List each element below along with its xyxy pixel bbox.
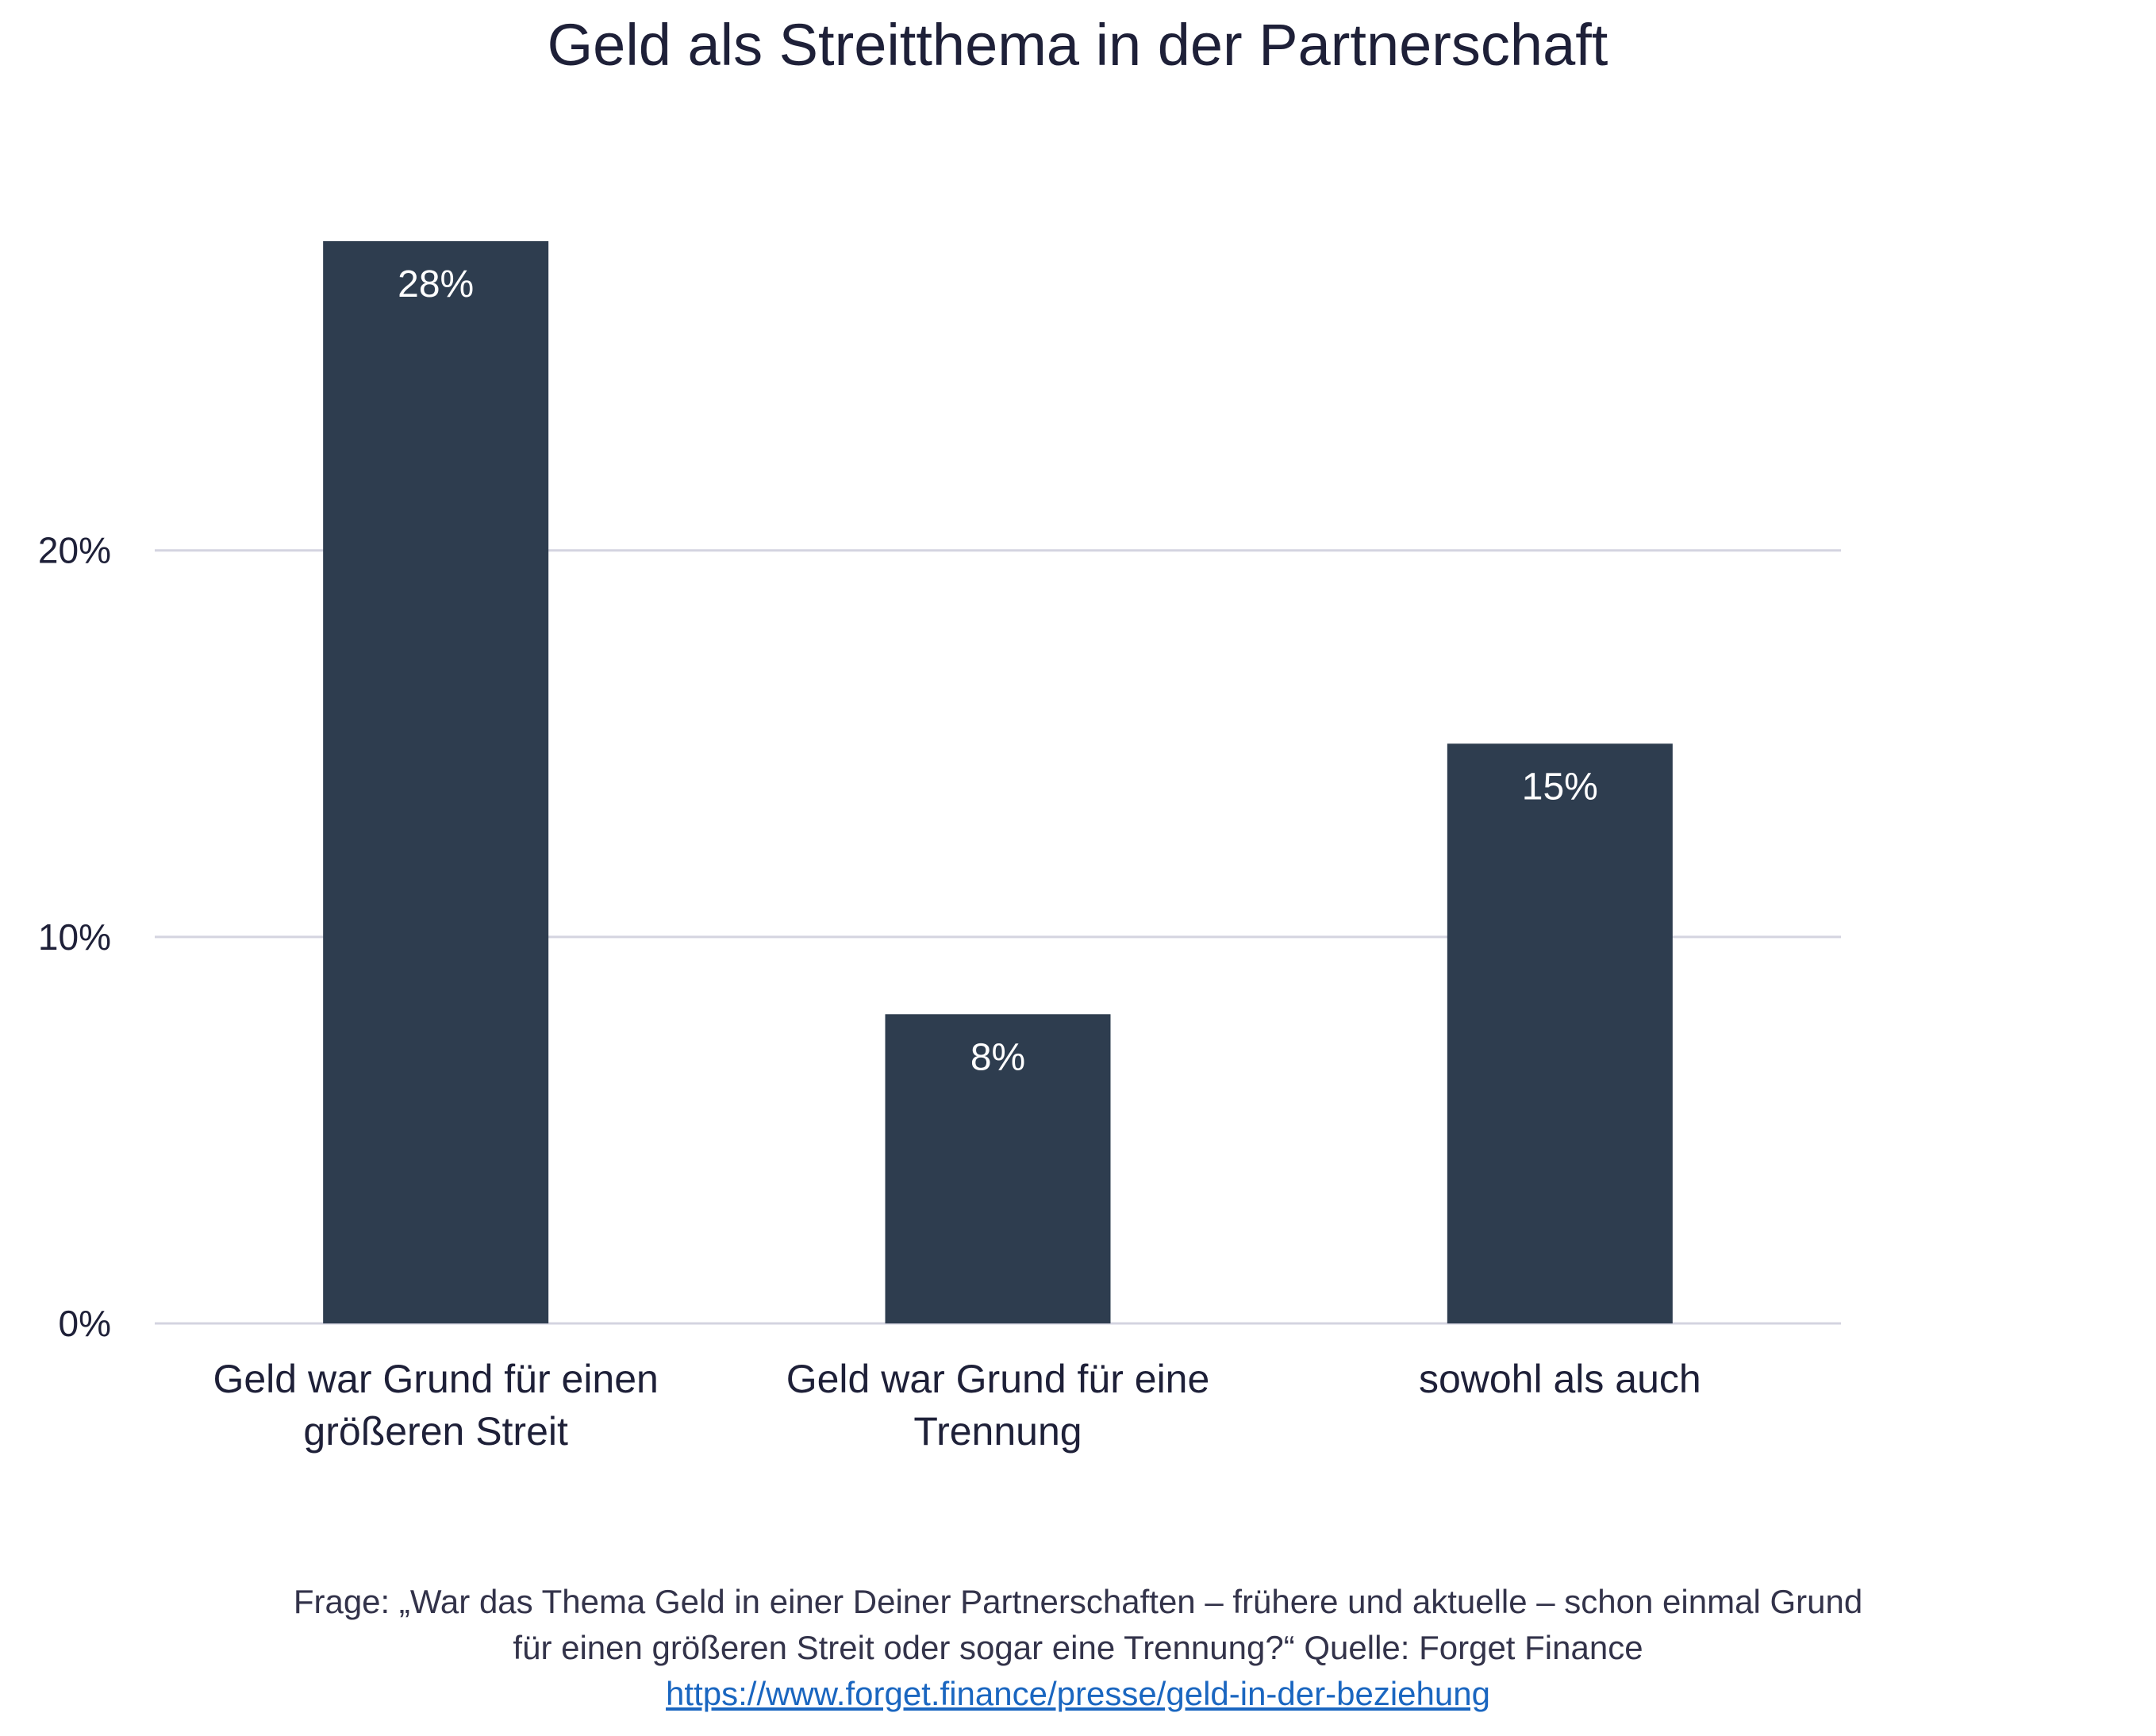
y-tick-label: 10% [38, 916, 111, 958]
y-tick-label: 0% [59, 1303, 111, 1344]
y-tick-label: 20% [38, 530, 111, 571]
x-tick-label: Geld war Grund für einen [213, 1357, 658, 1401]
footnote-question-line-1: Frage: „War das Thema Geld in einer Dein… [293, 1583, 1863, 1620]
bar [885, 1014, 1111, 1323]
x-tick-label: sowohl als auch [1419, 1357, 1701, 1401]
x-tick-label: Trennung [913, 1409, 1082, 1454]
footnote-question-line-2: für einen größeren Streit oder sogar ein… [513, 1629, 1643, 1666]
source-link[interactable]: https://www.forget.finance/presse/geld-i… [666, 1675, 1490, 1712]
bar-value-label: 8% [970, 1036, 1025, 1078]
bar [1447, 743, 1673, 1323]
chart-footnote: Frage: „War das Thema Geld in einer Dein… [0, 1579, 2156, 1717]
bar [323, 241, 549, 1323]
x-tick-label: größeren Streit [303, 1409, 568, 1454]
bar-value-label: 28% [398, 263, 474, 305]
bar-value-label: 15% [1522, 766, 1598, 808]
chart-title: Geld als Streitthema in der Partnerschaf… [548, 12, 1608, 78]
x-tick-label: Geld war Grund für eine [786, 1357, 1210, 1401]
